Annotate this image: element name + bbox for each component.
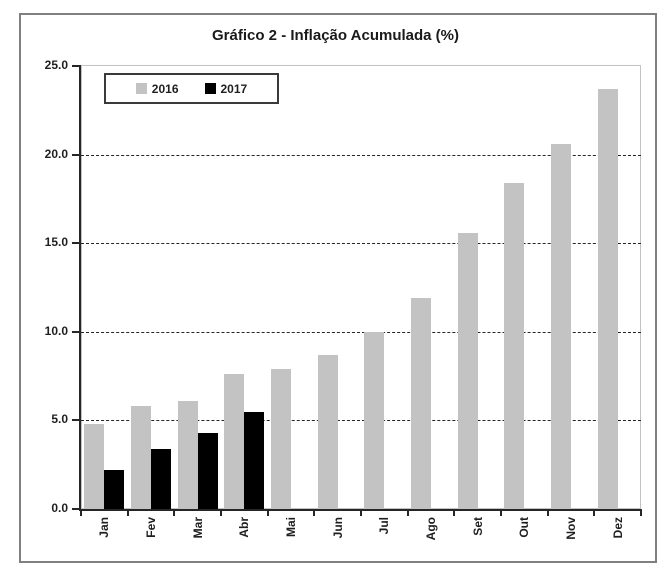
x-tick-label: Jul (377, 517, 392, 535)
x-tick-mark (640, 509, 642, 516)
x-tick-mark (220, 509, 222, 516)
bar-2017-mar (197, 432, 218, 509)
legend: 2016 2017 (104, 73, 279, 104)
x-tick-mark (266, 509, 269, 516)
x-tick-mark (126, 509, 129, 516)
y-tick-label: 25.0 (44, 58, 68, 72)
gridline (81, 420, 641, 422)
gridline (81, 243, 641, 245)
y-tick-label: 15.0 (44, 235, 68, 250)
bar-2016-abr (224, 374, 245, 509)
legend-swatch-2016-icon (135, 83, 147, 94)
x-tick-label: Jun (330, 517, 345, 539)
bar-2016-ago (411, 298, 431, 509)
x-tick-label: Mai (284, 517, 298, 538)
legend-label-2016: 2016 (151, 81, 179, 96)
x-tick-label: Mar (190, 517, 205, 539)
bar-2016-jun (317, 354, 338, 509)
x-tick-label: Ago (424, 517, 438, 541)
legend-item-2016: 2016 (135, 81, 179, 96)
x-tick-label: Out (517, 517, 532, 538)
bar-2017-abr (244, 411, 265, 509)
x-tick-label: Nov (564, 517, 578, 540)
legend-swatch-2017-icon (204, 83, 216, 94)
gridline (81, 154, 641, 156)
x-tick-mark (406, 509, 409, 516)
y-tick-label: 5.0 (51, 412, 68, 427)
y-tick-mark (72, 65, 80, 67)
bar-2016-jul (364, 331, 385, 509)
y-tick-mark (72, 508, 80, 510)
y-tick-mark (72, 153, 80, 156)
bar-2017-fev (151, 448, 171, 509)
x-tick-mark (453, 509, 456, 516)
y-tick-mark (72, 419, 80, 422)
bar-2016-mai (271, 369, 291, 509)
x-tick-mark (173, 509, 176, 516)
x-tick-mark (313, 509, 316, 516)
bar-2016-jan (84, 423, 105, 509)
bar-2016-set (457, 232, 478, 509)
x-tick-mark (546, 509, 549, 516)
plot-area (81, 65, 641, 509)
x-tick-label: Set (470, 517, 485, 536)
bar-2016-nov (551, 143, 571, 509)
x-tick-label: Dez (610, 517, 625, 539)
bar-2017-jan (104, 470, 125, 509)
y-axis-line (79, 65, 81, 511)
chart-title: Gráfico 2 - Inflação Acumulada (%) (212, 27, 459, 44)
legend-item-2017: 2017 (204, 81, 248, 96)
legend-label-2017: 2017 (220, 81, 248, 96)
y-tick-label: 0.0 (51, 501, 68, 515)
y-tick-label: 20.0 (44, 146, 68, 161)
bar-2016-fev (131, 406, 151, 509)
x-tick-label: Jan (97, 517, 112, 538)
x-tick-mark (500, 509, 502, 516)
bar-2016-mar (177, 400, 198, 509)
y-tick-mark (72, 242, 80, 245)
gridline (81, 331, 641, 333)
x-tick-mark (80, 509, 82, 516)
x-tick-label: Abr (237, 517, 252, 538)
x-tick-mark (360, 509, 362, 516)
x-tick-label: Fev (144, 517, 158, 538)
x-tick-mark (593, 509, 596, 516)
bar-2016-out (504, 182, 525, 509)
y-tick-mark (72, 330, 80, 333)
bar-2016-dez (597, 89, 618, 509)
y-tick-label: 10.0 (44, 323, 68, 338)
